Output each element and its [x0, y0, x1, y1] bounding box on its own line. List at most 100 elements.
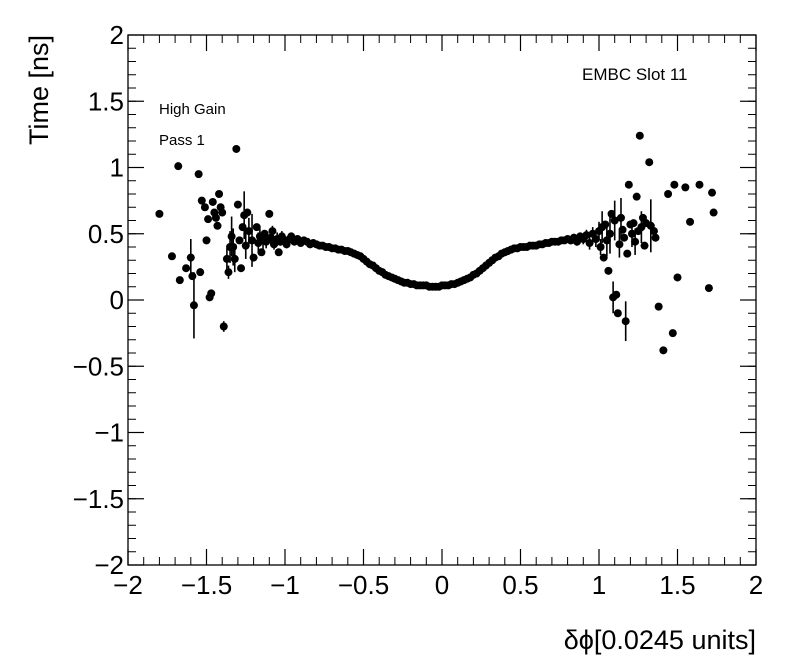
data-point	[582, 231, 591, 240]
data-point	[241, 241, 250, 250]
y-tick-label: 1.5	[88, 86, 124, 116]
data-point	[224, 268, 233, 277]
data-point	[618, 225, 627, 234]
data-point	[668, 329, 677, 338]
data-point	[602, 236, 611, 245]
data-point	[649, 227, 658, 236]
data-point	[213, 221, 222, 230]
data-point	[613, 309, 622, 318]
x-tick-label: 0.5	[502, 570, 538, 600]
data-point	[620, 233, 629, 242]
axes: −2 −1.5 −1 −0.5 0 0.5 1 1.5 2 −2 −1.5 −1 −0.5 0 0.5 1 1.…	[73, 20, 764, 600]
data-point	[673, 273, 682, 282]
y-tick-label: −2	[94, 550, 124, 580]
data-point	[601, 220, 610, 229]
x-tick-label: 0	[435, 570, 449, 600]
data-point	[681, 183, 690, 192]
data-point	[215, 190, 224, 198]
data-point	[615, 240, 624, 249]
data-point	[709, 208, 718, 217]
data-point	[265, 209, 274, 218]
data-point	[604, 266, 613, 275]
y-tick-label: −0.5	[73, 351, 124, 381]
x-tick-label: −0.5	[338, 570, 389, 600]
y-tick-label: −1	[94, 418, 124, 448]
data-point	[591, 235, 600, 244]
data-points	[155, 131, 718, 355]
data-point	[219, 322, 228, 331]
data-point	[624, 180, 633, 189]
data-point	[233, 200, 242, 209]
data-point	[704, 284, 713, 293]
data-point	[651, 233, 660, 242]
data-point	[208, 197, 217, 206]
data-point	[659, 346, 668, 355]
data-point	[243, 208, 252, 217]
data-point	[708, 188, 717, 197]
data-point	[230, 254, 239, 263]
x-tick-label: −2	[113, 570, 143, 600]
data-point	[232, 144, 241, 153]
data-point	[686, 217, 695, 226]
data-point	[155, 209, 164, 218]
data-point	[627, 229, 636, 238]
data-point	[207, 289, 216, 298]
data-point	[607, 209, 616, 218]
data-point	[248, 236, 257, 245]
data-point	[194, 170, 203, 179]
data-point	[186, 253, 195, 262]
data-point	[629, 219, 638, 228]
data-point	[621, 317, 630, 326]
data-point	[237, 264, 246, 273]
y-axis-title: Time [ns]	[24, 35, 54, 145]
data-point	[695, 180, 704, 189]
pass-label: Pass 1	[159, 132, 205, 149]
data-point	[197, 196, 206, 205]
data-point	[596, 243, 605, 251]
plot-frame	[127, 34, 757, 566]
data-point	[202, 236, 211, 245]
data-point	[252, 223, 261, 232]
data-point	[623, 249, 632, 258]
detector-label: EMBC Slot 11	[582, 65, 688, 84]
data-point	[631, 237, 640, 246]
data-point	[616, 213, 625, 222]
data-point	[654, 302, 663, 311]
data-point	[610, 216, 619, 225]
y-tick-label: 0.5	[88, 219, 124, 249]
data-point	[227, 232, 236, 241]
data-point	[167, 252, 176, 261]
data-point	[211, 213, 220, 222]
data-point	[200, 203, 209, 212]
data-point	[274, 248, 283, 257]
data-point	[268, 227, 277, 236]
data-point	[188, 272, 197, 281]
data-point	[235, 236, 244, 245]
x-tick-label: −1.5	[181, 570, 232, 600]
x-axis-title: δϕ[0.0245 units]	[564, 625, 756, 655]
data-point	[174, 162, 183, 171]
data-point	[585, 239, 594, 248]
data-point	[222, 254, 231, 263]
data-point	[189, 301, 198, 310]
y-tick-label: −1.5	[73, 484, 124, 514]
x-tick-label: 1	[592, 570, 606, 600]
data-point	[670, 180, 679, 189]
x-tick-label: −1	[270, 570, 300, 600]
data-point	[218, 208, 227, 217]
data-point	[175, 276, 184, 285]
data-point	[632, 192, 641, 201]
y-tick-label: 0	[110, 285, 124, 315]
data-point	[635, 131, 644, 140]
data-point	[204, 215, 213, 224]
data-point	[664, 190, 673, 198]
data-point	[645, 158, 654, 167]
x-tick-label: 2	[749, 570, 763, 600]
data-point	[605, 229, 614, 238]
data-point	[612, 290, 621, 299]
gain-label: High Gain	[159, 101, 226, 118]
data-point	[229, 243, 238, 251]
data-point	[182, 264, 191, 273]
